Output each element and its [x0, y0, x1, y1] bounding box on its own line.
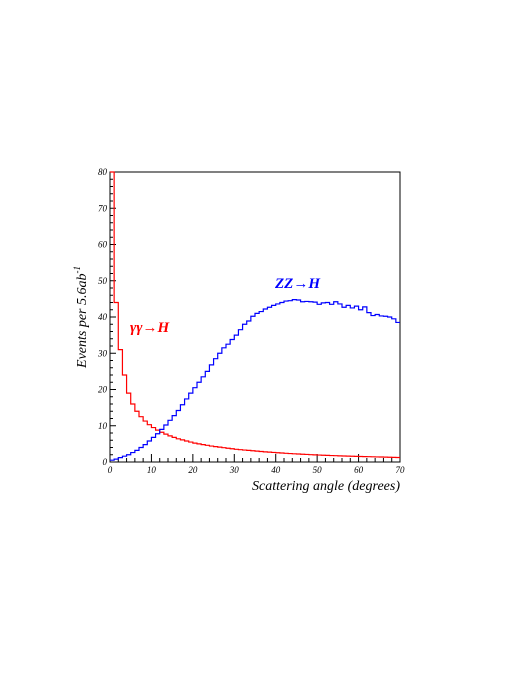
x-axis-title: Scattering angle (degrees)	[252, 479, 400, 494]
y-tick-label: 0	[103, 457, 108, 467]
series-line-zz	[110, 299, 400, 461]
x-tick-label: 60	[354, 465, 364, 475]
y-tick-label: 50	[98, 276, 108, 286]
x-tick-label: 70	[396, 465, 406, 475]
x-tick-label: 0	[108, 465, 113, 475]
y-axis-title-sup: -1	[72, 266, 82, 274]
x-tick-label: 50	[313, 465, 323, 475]
series-layer	[110, 171, 400, 461]
y-tick-label: 80	[98, 167, 108, 177]
series-label-zz: ZZ→H	[274, 276, 321, 292]
x-axis-ticks: 0 10 20 30 40 50 60 70	[108, 454, 405, 475]
x-tick-label: 40	[271, 465, 281, 475]
y-tick-label: 10	[98, 421, 108, 431]
y-tick-label: 70	[98, 203, 108, 213]
x-tick-label: 20	[188, 465, 198, 475]
x-tick-label: 30	[229, 465, 240, 475]
series-label-gammagamma: γγ→H	[130, 320, 170, 336]
y-tick-label: 60	[98, 240, 108, 250]
x-tick-label: 10	[147, 465, 157, 475]
y-axis-ticks: 0 10 20 30 40 50 60 70 80	[97, 167, 116, 467]
y-tick-label: 20	[98, 385, 108, 395]
y-tick-label: 30	[97, 348, 108, 358]
y-tick-label: 40	[98, 312, 108, 322]
y-axis-title-main: Events per 5.6ab	[75, 274, 90, 369]
plot-frame	[109, 171, 401, 463]
y-axis-title: Events per 5.6ab-1	[72, 266, 90, 369]
